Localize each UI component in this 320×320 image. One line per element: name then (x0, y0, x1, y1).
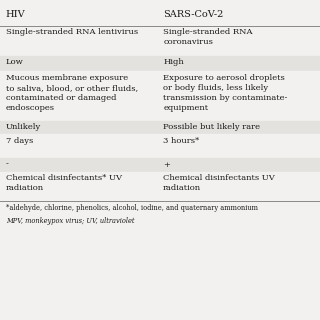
Text: -: - (6, 161, 9, 169)
Text: Chemical disinfectants UV
radiation: Chemical disinfectants UV radiation (163, 174, 275, 192)
Text: Unlikely: Unlikely (6, 123, 41, 131)
Text: Exposure to aerosol droplets
or body fluids, less likely
transmission by contami: Exposure to aerosol droplets or body flu… (163, 74, 288, 112)
Text: Single-stranded RNA
coronavirus: Single-stranded RNA coronavirus (163, 28, 253, 46)
Text: Possible but likely rare: Possible but likely rare (163, 123, 260, 131)
Text: Mucous membrane exposure
to saliva, blood, or other fluids,
contaminated or dama: Mucous membrane exposure to saliva, bloo… (6, 74, 138, 112)
Text: Chemical disinfectants* UV
radiation: Chemical disinfectants* UV radiation (6, 174, 122, 192)
Text: Single-stranded RNA lentivirus: Single-stranded RNA lentivirus (6, 28, 138, 36)
Text: HIV: HIV (6, 10, 25, 19)
Text: +: + (163, 161, 170, 169)
Text: SARS-CoV-2: SARS-CoV-2 (163, 10, 224, 19)
Text: 3 hours*: 3 hours* (163, 137, 199, 145)
Text: MPV, monkeypox virus; UV, ultraviolet: MPV, monkeypox virus; UV, ultraviolet (6, 217, 134, 225)
Text: 7 days: 7 days (6, 137, 33, 145)
Text: *aldehyde, chlorine, phenolics, alcohol, iodine, and quaternary ammonium: *aldehyde, chlorine, phenolics, alcohol,… (6, 204, 258, 212)
Text: Low: Low (6, 58, 23, 66)
Text: High: High (163, 58, 184, 66)
